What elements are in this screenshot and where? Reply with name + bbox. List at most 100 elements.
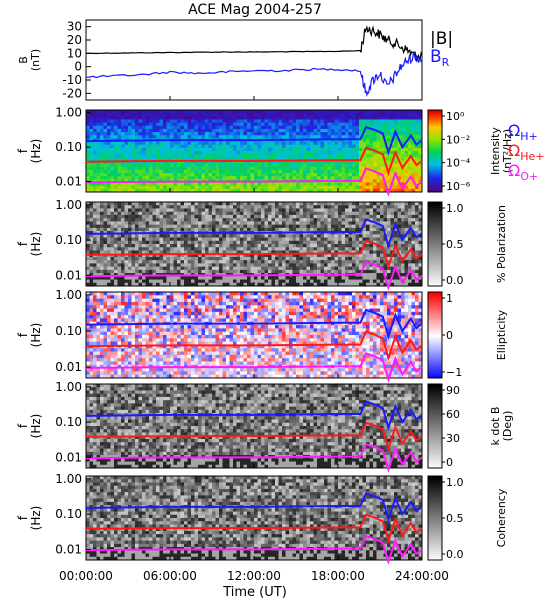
- spectrogram-cell: [117, 256, 122, 261]
- spectrogram-cell: [366, 154, 370, 158]
- spectrogram-cell: [222, 260, 227, 264]
- spectrogram-cell: [128, 157, 132, 161]
- spectrogram-cell: [310, 147, 314, 152]
- spectrogram-cell: [289, 234, 293, 238]
- spectrogram-cell: [194, 279, 199, 284]
- spectrogram-cell: [271, 211, 276, 216]
- spectrogram-cell: [289, 227, 293, 232]
- spectrogram-cell: [180, 110, 185, 114]
- spectrogram-cell: [369, 211, 374, 216]
- spectrogram-cell: [278, 211, 283, 216]
- spectrogram-cell: [401, 263, 405, 268]
- spectrogram-cell: [152, 135, 157, 139]
- spectrogram-cell: [135, 169, 139, 174]
- spectrogram-cell: [86, 244, 90, 248]
- spectrogram-cell: [418, 163, 423, 168]
- spectrogram-cell: [359, 205, 363, 209]
- spectrogram-cell: [320, 276, 325, 280]
- spectrogram-cell: [352, 141, 356, 146]
- spectrogram-cell: [142, 282, 146, 287]
- spectrogram-cell: [418, 110, 423, 114]
- spectrogram-cell: [110, 227, 115, 232]
- spectrogram-cell: [348, 125, 353, 130]
- spectrogram-cell: [345, 151, 349, 155]
- spectrogram-cell: [131, 122, 136, 127]
- spectrogram-cell: [128, 224, 132, 229]
- spectrogram-cell: [275, 173, 279, 177]
- spectrogram-cell: [229, 279, 234, 284]
- spectrogram-cell: [194, 214, 199, 219]
- spectrogram-cell: [313, 256, 318, 261]
- spectrogram-cell: [194, 176, 199, 180]
- spectrogram-cell: [282, 132, 286, 136]
- spectrogram-cell: [131, 253, 136, 258]
- spectrogram-cell: [299, 263, 304, 268]
- spectrogram-cell: [145, 234, 150, 238]
- spectrogram-cell: [268, 182, 272, 187]
- spectrogram-cell: [303, 237, 307, 242]
- spectrogram-cell: [128, 282, 132, 287]
- spectrogram-cell: [380, 154, 384, 158]
- spectrogram-cell: [208, 125, 213, 130]
- spectrogram-cell: [117, 125, 122, 130]
- spectrogram-cell: [121, 263, 125, 268]
- spectrogram-cell: [369, 276, 374, 280]
- spectrogram-cell: [285, 244, 290, 248]
- spectrogram-cell: [310, 113, 314, 117]
- spectrogram-cell: [187, 221, 192, 226]
- spectrogram-cell: [131, 244, 136, 248]
- spectrogram-cell: [362, 211, 367, 216]
- spectrogram-cell: [282, 253, 286, 258]
- colorbar-step: [428, 134, 442, 138]
- spectrogram-cell: [345, 269, 349, 274]
- spectrogram-cell: [345, 282, 349, 287]
- spectrogram-cell: [387, 132, 391, 136]
- spectrogram-cell: [100, 244, 104, 248]
- spectrogram-cell: [338, 218, 342, 222]
- spectrogram-cell: [373, 202, 377, 206]
- spectrogram-cell: [107, 266, 111, 271]
- spectrogram-cell: [397, 173, 402, 177]
- spectrogram-cell: [292, 122, 297, 127]
- spectrogram-cell: [128, 221, 132, 226]
- spectrogram-cell: [229, 113, 234, 117]
- spectrogram-cell: [373, 141, 377, 146]
- spectrogram-cell: [404, 279, 409, 284]
- spectrogram-cell: [247, 211, 251, 216]
- spectrogram-cell: [103, 214, 108, 219]
- spectrogram-cell: [380, 250, 384, 255]
- spectrogram-cell: [310, 119, 314, 124]
- spectrogram-cell: [320, 279, 325, 284]
- spectrogram-cell: [299, 244, 304, 248]
- spectrogram-cell: [89, 185, 94, 190]
- spectrogram-cell: [222, 144, 227, 149]
- spectrogram-cell: [229, 166, 234, 171]
- spectrogram-cell: [327, 154, 332, 158]
- spectrogram-cell: [296, 151, 300, 155]
- spectrogram-cell: [390, 282, 395, 287]
- spectrogram-cell: [299, 237, 304, 242]
- spectrogram-cell: [124, 218, 129, 222]
- spectrogram-cell: [194, 256, 199, 261]
- spectrogram-cell: [114, 244, 118, 248]
- spectrogram-cell: [212, 119, 216, 124]
- spectrogram-cell: [268, 166, 272, 171]
- spectrogram-cell: [135, 157, 139, 161]
- spectrogram-cell: [219, 157, 223, 161]
- spectrogram-cell: [411, 169, 416, 174]
- spectrogram-cell: [131, 211, 136, 216]
- spectrogram-cell: [299, 135, 304, 139]
- spectrogram-cell: [159, 163, 164, 168]
- spectrogram-cell: [359, 128, 363, 133]
- spectrogram-cell: [292, 144, 297, 149]
- spectrogram-cell: [114, 247, 118, 251]
- spectrogram-cell: [215, 214, 220, 219]
- spectrogram-cell: [355, 160, 360, 165]
- spectrogram-cell: [191, 240, 195, 245]
- spectrogram-cell: [397, 154, 402, 158]
- spectrogram-cell: [93, 273, 97, 277]
- spectrogram-cell: [114, 132, 118, 136]
- spectrogram-cell: [376, 122, 381, 127]
- spectrogram-cell: [208, 128, 213, 133]
- spectrogram-cell: [397, 205, 402, 209]
